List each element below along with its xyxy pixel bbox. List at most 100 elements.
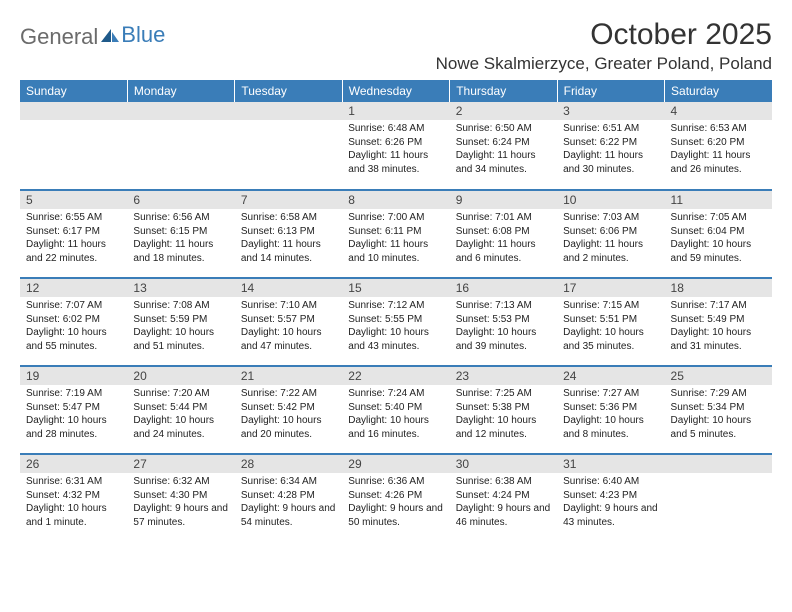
calendar-cell: 29Sunrise: 6:36 AMSunset: 4:26 PMDayligh… bbox=[342, 454, 449, 546]
day-content: Sunrise: 7:13 AMSunset: 5:53 PMDaylight:… bbox=[450, 297, 557, 355]
sunset-text: Sunset: 6:22 PM bbox=[563, 136, 658, 150]
calendar-cell: 21Sunrise: 7:22 AMSunset: 5:42 PMDayligh… bbox=[235, 366, 342, 454]
daylight-text: Daylight: 9 hours and 46 minutes. bbox=[456, 502, 551, 529]
calendar-cell: 28Sunrise: 6:34 AMSunset: 4:28 PMDayligh… bbox=[235, 454, 342, 546]
sunset-text: Sunset: 4:26 PM bbox=[348, 489, 443, 503]
daylight-text: Daylight: 11 hours and 30 minutes. bbox=[563, 149, 658, 176]
logo: General Blue bbox=[20, 18, 165, 50]
daylight-text: Daylight: 10 hours and 5 minutes. bbox=[671, 414, 766, 441]
day-number bbox=[235, 102, 342, 120]
page-title: October 2025 bbox=[436, 18, 772, 52]
day-content: Sunrise: 6:53 AMSunset: 6:20 PMDaylight:… bbox=[665, 120, 772, 178]
day-number: 28 bbox=[235, 455, 342, 473]
sunset-text: Sunset: 4:28 PM bbox=[241, 489, 336, 503]
calendar-row: 5Sunrise: 6:55 AMSunset: 6:17 PMDaylight… bbox=[20, 190, 772, 278]
calendar-cell: 15Sunrise: 7:12 AMSunset: 5:55 PMDayligh… bbox=[342, 278, 449, 366]
calendar-cell: 31Sunrise: 6:40 AMSunset: 4:23 PMDayligh… bbox=[557, 454, 664, 546]
sunrise-text: Sunrise: 7:24 AM bbox=[348, 387, 443, 401]
day-number bbox=[665, 455, 772, 473]
daylight-text: Daylight: 11 hours and 18 minutes. bbox=[133, 238, 228, 265]
calendar-cell: 10Sunrise: 7:03 AMSunset: 6:06 PMDayligh… bbox=[557, 190, 664, 278]
day-number: 5 bbox=[20, 191, 127, 209]
daylight-text: Daylight: 11 hours and 26 minutes. bbox=[671, 149, 766, 176]
day-content: Sunrise: 7:03 AMSunset: 6:06 PMDaylight:… bbox=[557, 209, 664, 267]
day-content: Sunrise: 7:12 AMSunset: 5:55 PMDaylight:… bbox=[342, 297, 449, 355]
sunset-text: Sunset: 5:57 PM bbox=[241, 313, 336, 327]
sunrise-text: Sunrise: 6:31 AM bbox=[26, 475, 121, 489]
day-number: 22 bbox=[342, 367, 449, 385]
sunset-text: Sunset: 6:06 PM bbox=[563, 225, 658, 239]
sunrise-text: Sunrise: 6:51 AM bbox=[563, 122, 658, 136]
sunset-text: Sunset: 5:42 PM bbox=[241, 401, 336, 415]
sunset-text: Sunset: 6:13 PM bbox=[241, 225, 336, 239]
daylight-text: Daylight: 11 hours and 6 minutes. bbox=[456, 238, 551, 265]
day-number: 30 bbox=[450, 455, 557, 473]
daylight-text: Daylight: 11 hours and 14 minutes. bbox=[241, 238, 336, 265]
daylight-text: Daylight: 10 hours and 59 minutes. bbox=[671, 238, 766, 265]
calendar-cell bbox=[665, 454, 772, 546]
calendar-cell: 26Sunrise: 6:31 AMSunset: 4:32 PMDayligh… bbox=[20, 454, 127, 546]
day-number: 17 bbox=[557, 279, 664, 297]
daylight-text: Daylight: 9 hours and 43 minutes. bbox=[563, 502, 658, 529]
sunrise-text: Sunrise: 7:10 AM bbox=[241, 299, 336, 313]
sunrise-text: Sunrise: 6:40 AM bbox=[563, 475, 658, 489]
day-number: 25 bbox=[665, 367, 772, 385]
daylight-text: Daylight: 10 hours and 55 minutes. bbox=[26, 326, 121, 353]
day-number: 7 bbox=[235, 191, 342, 209]
col-tuesday: Tuesday bbox=[235, 80, 342, 102]
sunrise-text: Sunrise: 6:55 AM bbox=[26, 211, 121, 225]
sunrise-text: Sunrise: 7:15 AM bbox=[563, 299, 658, 313]
calendar-cell: 13Sunrise: 7:08 AMSunset: 5:59 PMDayligh… bbox=[127, 278, 234, 366]
day-content: Sunrise: 6:50 AMSunset: 6:24 PMDaylight:… bbox=[450, 120, 557, 178]
sunset-text: Sunset: 5:53 PM bbox=[456, 313, 551, 327]
sunset-text: Sunset: 4:30 PM bbox=[133, 489, 228, 503]
calendar-cell: 8Sunrise: 7:00 AMSunset: 6:11 PMDaylight… bbox=[342, 190, 449, 278]
sunrise-text: Sunrise: 7:20 AM bbox=[133, 387, 228, 401]
daylight-text: Daylight: 10 hours and 35 minutes. bbox=[563, 326, 658, 353]
sunrise-text: Sunrise: 7:19 AM bbox=[26, 387, 121, 401]
sunset-text: Sunset: 5:49 PM bbox=[671, 313, 766, 327]
day-number: 27 bbox=[127, 455, 234, 473]
calendar-table: Sunday Monday Tuesday Wednesday Thursday… bbox=[20, 80, 772, 546]
day-content: Sunrise: 7:01 AMSunset: 6:08 PMDaylight:… bbox=[450, 209, 557, 267]
sunset-text: Sunset: 5:34 PM bbox=[671, 401, 766, 415]
daylight-text: Daylight: 10 hours and 43 minutes. bbox=[348, 326, 443, 353]
sunset-text: Sunset: 4:24 PM bbox=[456, 489, 551, 503]
calendar-row: 26Sunrise: 6:31 AMSunset: 4:32 PMDayligh… bbox=[20, 454, 772, 546]
calendar-cell: 16Sunrise: 7:13 AMSunset: 5:53 PMDayligh… bbox=[450, 278, 557, 366]
sunrise-text: Sunrise: 7:12 AM bbox=[348, 299, 443, 313]
daylight-text: Daylight: 9 hours and 54 minutes. bbox=[241, 502, 336, 529]
day-content: Sunrise: 7:08 AMSunset: 5:59 PMDaylight:… bbox=[127, 297, 234, 355]
sunrise-text: Sunrise: 6:36 AM bbox=[348, 475, 443, 489]
day-content: Sunrise: 6:40 AMSunset: 4:23 PMDaylight:… bbox=[557, 473, 664, 531]
daylight-text: Daylight: 11 hours and 10 minutes. bbox=[348, 238, 443, 265]
day-content: Sunrise: 7:10 AMSunset: 5:57 PMDaylight:… bbox=[235, 297, 342, 355]
location-text: Nowe Skalmierzyce, Greater Poland, Polan… bbox=[436, 54, 772, 74]
col-sunday: Sunday bbox=[20, 80, 127, 102]
sunset-text: Sunset: 6:15 PM bbox=[133, 225, 228, 239]
logo-text-blue: Blue bbox=[121, 22, 165, 48]
calendar-cell: 11Sunrise: 7:05 AMSunset: 6:04 PMDayligh… bbox=[665, 190, 772, 278]
header-row: Sunday Monday Tuesday Wednesday Thursday… bbox=[20, 80, 772, 102]
sunset-text: Sunset: 5:55 PM bbox=[348, 313, 443, 327]
day-number: 3 bbox=[557, 102, 664, 120]
sunset-text: Sunset: 5:40 PM bbox=[348, 401, 443, 415]
day-content: Sunrise: 7:24 AMSunset: 5:40 PMDaylight:… bbox=[342, 385, 449, 443]
calendar-cell: 17Sunrise: 7:15 AMSunset: 5:51 PMDayligh… bbox=[557, 278, 664, 366]
daylight-text: Daylight: 9 hours and 50 minutes. bbox=[348, 502, 443, 529]
day-content: Sunrise: 7:17 AMSunset: 5:49 PMDaylight:… bbox=[665, 297, 772, 355]
day-content: Sunrise: 6:55 AMSunset: 6:17 PMDaylight:… bbox=[20, 209, 127, 267]
calendar-cell: 25Sunrise: 7:29 AMSunset: 5:34 PMDayligh… bbox=[665, 366, 772, 454]
sunset-text: Sunset: 6:26 PM bbox=[348, 136, 443, 150]
day-content: Sunrise: 6:48 AMSunset: 6:26 PMDaylight:… bbox=[342, 120, 449, 178]
daylight-text: Daylight: 10 hours and 39 minutes. bbox=[456, 326, 551, 353]
calendar-body: 1Sunrise: 6:48 AMSunset: 6:26 PMDaylight… bbox=[20, 102, 772, 546]
calendar-cell: 22Sunrise: 7:24 AMSunset: 5:40 PMDayligh… bbox=[342, 366, 449, 454]
day-number: 13 bbox=[127, 279, 234, 297]
day-content: Sunrise: 6:38 AMSunset: 4:24 PMDaylight:… bbox=[450, 473, 557, 531]
day-content: Sunrise: 6:31 AMSunset: 4:32 PMDaylight:… bbox=[20, 473, 127, 531]
sunrise-text: Sunrise: 7:27 AM bbox=[563, 387, 658, 401]
calendar-row: 19Sunrise: 7:19 AMSunset: 5:47 PMDayligh… bbox=[20, 366, 772, 454]
sunrise-text: Sunrise: 7:07 AM bbox=[26, 299, 121, 313]
sunrise-text: Sunrise: 7:25 AM bbox=[456, 387, 551, 401]
